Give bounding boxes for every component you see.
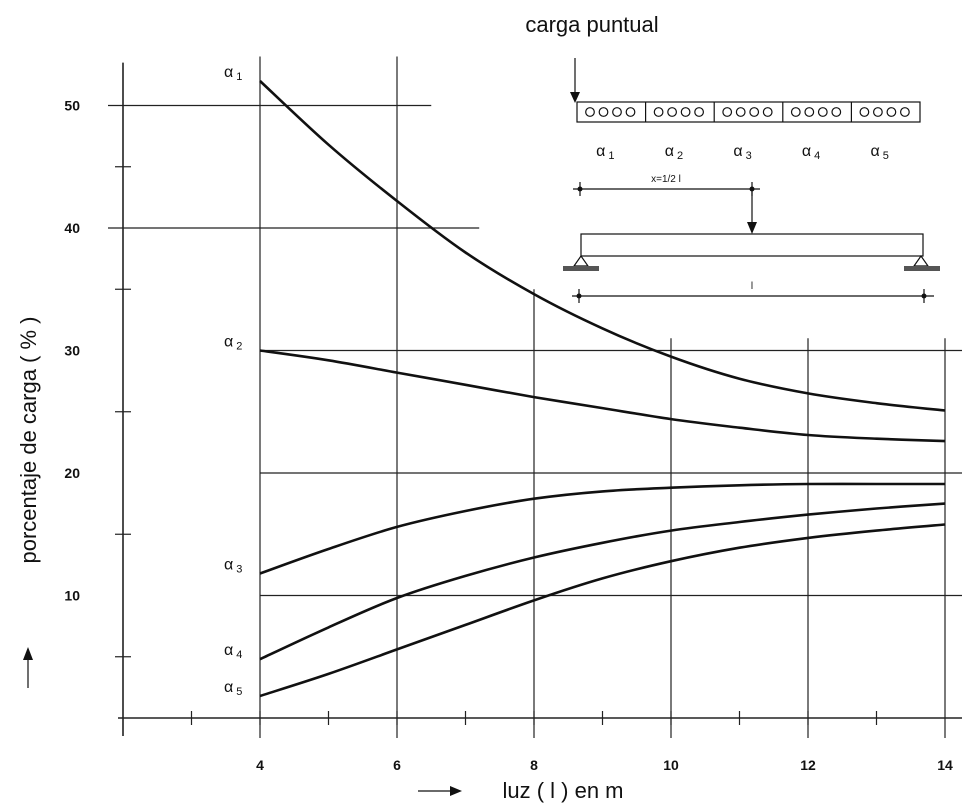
span-label: l — [751, 281, 753, 292]
slab-hole — [585, 107, 595, 117]
slab-hole — [817, 107, 828, 117]
slab-hole — [625, 107, 636, 117]
span-dimension — [572, 289, 934, 303]
slab-dividers — [644, 102, 853, 122]
right-support-icon — [904, 254, 940, 271]
x-tick-label: 14 — [937, 757, 953, 773]
slab-hole — [873, 107, 883, 117]
series-line-alpha-3 — [259, 482, 945, 575]
series-line-alpha-5 — [259, 523, 946, 698]
y-tick-label: 30 — [64, 343, 80, 359]
left-support-icon — [563, 254, 599, 271]
slab-hole — [680, 107, 691, 117]
slab-hole — [762, 107, 773, 117]
y-tick-label: 10 — [64, 588, 80, 604]
y-axis-arrow — [23, 647, 33, 688]
beam — [580, 233, 924, 257]
slab-hole — [859, 107, 870, 117]
load-arrow-top — [570, 58, 580, 103]
y-axis-title: porcentaje de carga ( % ) — [16, 316, 41, 563]
slab-hole — [667, 107, 677, 117]
slab-hole — [790, 107, 801, 117]
slab-hole — [900, 107, 910, 117]
slab-hole — [804, 107, 815, 117]
x-axis-title: luz ( l ) en m — [502, 778, 623, 803]
slab-hole — [653, 107, 664, 117]
slab-hole — [749, 107, 760, 117]
series-line-alpha-1 — [259, 80, 946, 412]
series-line-alpha-2 — [259, 349, 946, 443]
x-tick-label: 10 — [663, 757, 679, 773]
y-tick-label: 20 — [64, 465, 80, 481]
slab-hole — [612, 107, 622, 117]
slab-hole — [886, 107, 897, 117]
x-tick-label: 12 — [800, 757, 816, 773]
x-tick-label: 4 — [256, 757, 264, 773]
series-labels: α 1 α 2 α 3 α 4 α 5 — [224, 64, 242, 698]
slab-hole — [694, 107, 704, 117]
x-tick-label: 8 — [530, 757, 538, 773]
data-series — [259, 80, 946, 698]
grid-lines — [108, 56, 962, 738]
y-tick-label: 50 — [64, 98, 80, 114]
chart-title: carga puntual — [525, 12, 658, 37]
slab-hole — [735, 107, 746, 117]
slab-hole — [598, 107, 609, 117]
slab-hole — [831, 107, 842, 117]
load-position-label: x=1/2 l — [651, 174, 681, 185]
point-load-arrow — [747, 190, 757, 234]
tick-labels: 10 20 30 40 50 4 6 8 10 12 14 — [64, 98, 953, 774]
slab-hole — [722, 107, 733, 117]
y-tick-label: 40 — [64, 220, 80, 236]
axes — [115, 62, 962, 736]
series-line-alpha-4 — [259, 502, 946, 661]
slab-holes — [585, 107, 910, 117]
x-tick-label: 6 — [393, 757, 401, 773]
x-axis-arrow — [418, 786, 462, 796]
hollow-slab-strip — [576, 101, 921, 123]
